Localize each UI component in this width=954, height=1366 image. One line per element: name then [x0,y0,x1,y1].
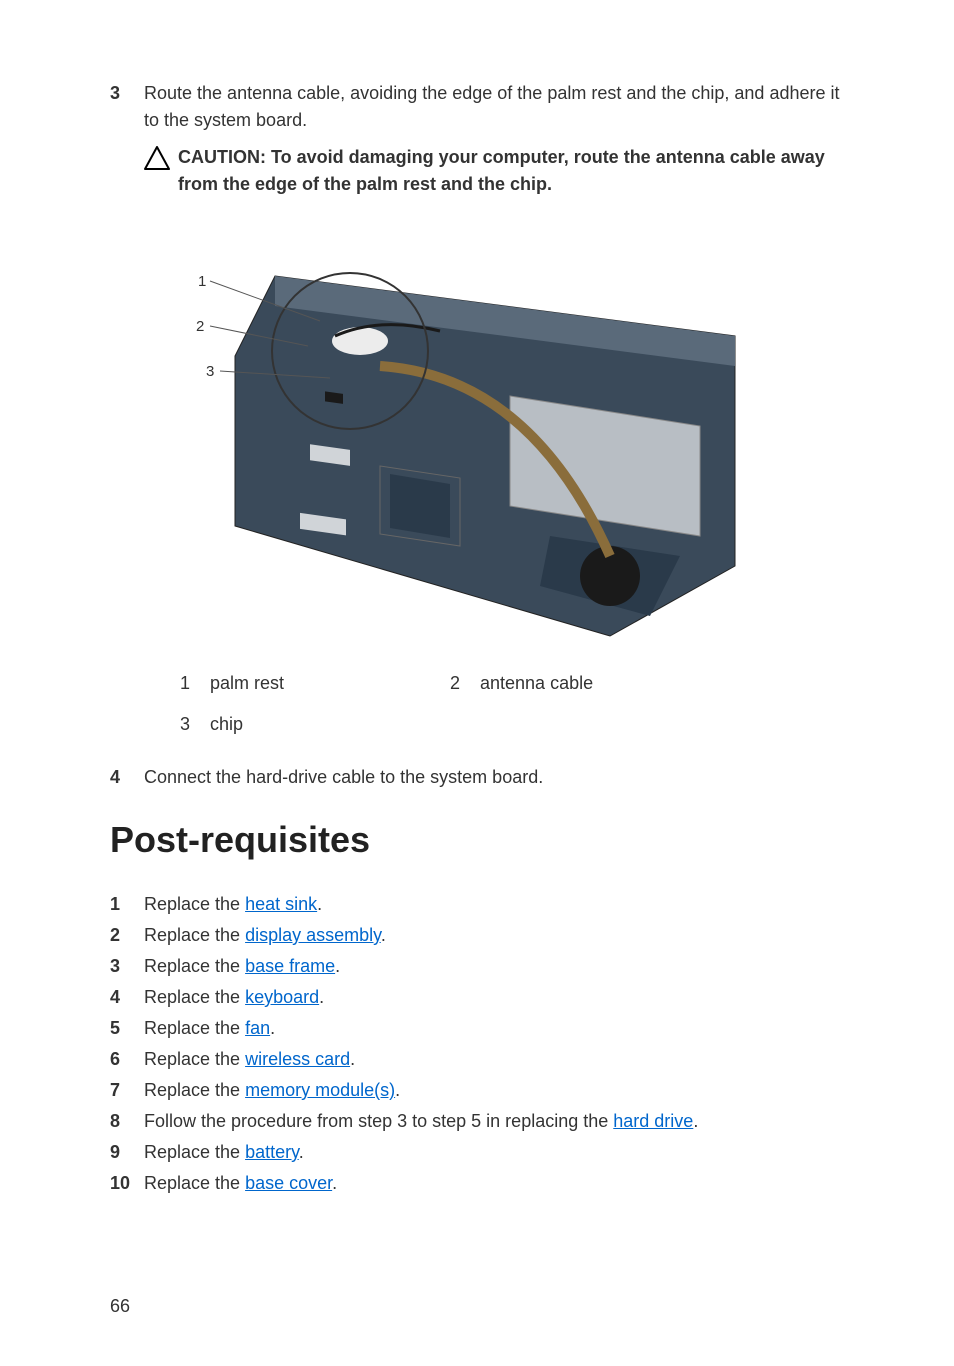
step-text: Connect the hard-drive cable to the syst… [144,764,844,791]
step-number: 8 [110,1108,144,1135]
post-step-9: 9 Replace the battery. [110,1139,844,1166]
step-text: Replace the fan. [144,1015,844,1042]
post-requisites-list: 1 Replace the heat sink. 2 Replace the d… [110,891,844,1197]
post-step-4: 4 Replace the keyboard. [110,984,844,1011]
post-step-1: 1 Replace the heat sink. [110,891,844,918]
link-battery[interactable]: battery [245,1142,299,1162]
link-keyboard[interactable]: keyboard [245,987,319,1007]
step-number: 5 [110,1015,144,1042]
step-text: Replace the wireless card. [144,1046,844,1073]
legend-label-3: chip [210,711,450,738]
step-number: 4 [110,984,144,1011]
step-text: Replace the heat sink. [144,891,844,918]
callout-3: 3 [206,363,214,380]
step-text: Replace the base cover. [144,1170,844,1197]
step-text: Replace the memory module(s). [144,1077,844,1104]
step-text: Replace the keyboard. [144,984,844,1011]
step-number: 2 [110,922,144,949]
link-base-cover[interactable]: base cover [245,1173,332,1193]
post-step-3: 3 Replace the base frame. [110,953,844,980]
step-number: 9 [110,1139,144,1166]
step-number: 1 [110,891,144,918]
step-number: 3 [110,80,144,134]
caution-icon [144,146,170,178]
legend-label-1: palm rest [210,670,450,697]
link-base-frame[interactable]: base frame [245,956,335,976]
caution-block: CAUTION: To avoid damaging your computer… [144,144,844,198]
link-hard-drive[interactable]: hard drive [613,1111,693,1131]
post-step-5: 5 Replace the fan. [110,1015,844,1042]
step-text: Replace the battery. [144,1139,844,1166]
diagram-legend: 1 palm rest 2 antenna cable 3 chip [180,670,844,738]
link-heat-sink[interactable]: heat sink [245,894,317,914]
step-3: 3 Route the antenna cable, avoiding the … [110,80,844,134]
step-number: 4 [110,764,144,791]
step-number: 6 [110,1046,144,1073]
page-number: 66 [110,1293,130,1320]
step-4: 4 Connect the hard-drive cable to the sy… [110,764,844,791]
link-wireless-card[interactable]: wireless card [245,1049,350,1069]
step-number: 7 [110,1077,144,1104]
post-step-8: 8 Follow the procedure from step 3 to st… [110,1108,844,1135]
callout-1: 1 [198,273,206,290]
step-number: 10 [110,1170,144,1197]
post-step-10: 10 Replace the base cover. [110,1170,844,1197]
link-memory-modules[interactable]: memory module(s) [245,1080,395,1100]
step-text: Follow the procedure from step 3 to step… [144,1108,844,1135]
legend-num-1: 1 [180,670,210,697]
post-step-7: 7 Replace the memory module(s). [110,1077,844,1104]
legend-label-2: antenna cable [480,670,720,697]
post-step-2: 2 Replace the display assembly. [110,922,844,949]
step-text: Replace the display assembly. [144,922,844,949]
caution-text: CAUTION: To avoid damaging your computer… [178,144,844,198]
diagram-image: 1 2 3 [180,216,780,646]
section-title: Post-requisites [110,813,844,867]
step-text: Route the antenna cable, avoiding the ed… [144,80,844,134]
link-fan[interactable]: fan [245,1018,270,1038]
step-number: 3 [110,953,144,980]
post-step-6: 6 Replace the wireless card. [110,1046,844,1073]
callout-2: 2 [196,318,204,335]
legend-num-3: 3 [180,711,210,738]
step-text: Replace the base frame. [144,953,844,980]
legend-num-2: 2 [450,670,480,697]
link-display-assembly[interactable]: display assembly [245,925,381,945]
